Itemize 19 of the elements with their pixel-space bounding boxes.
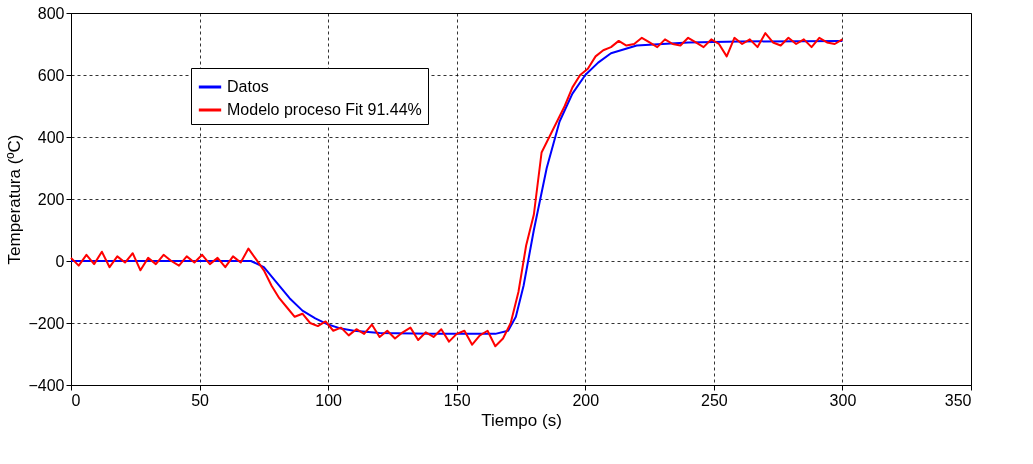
x-tick-label: 300 [829, 391, 857, 409]
y-tick-label: 200 [37, 190, 65, 208]
x-tick-label: 100 [315, 391, 343, 409]
legend-label: Modelo proceso Fit 91.44% [227, 101, 422, 118]
y-tick-label: 600 [37, 66, 65, 84]
x-tick-label: 50 [191, 391, 210, 409]
x-tick-label: 250 [701, 391, 728, 409]
x-tick-label: 350 [944, 391, 972, 409]
y-tick-label: 400 [37, 128, 65, 146]
x-tick-label: 0 [71, 391, 81, 409]
x-axis-title: Tiempo (s) [481, 410, 562, 430]
y-tick-label: 0 [55, 252, 65, 270]
y-tick-label: −400 [28, 376, 65, 394]
y-tick-label: 800 [37, 4, 65, 22]
y-axis-title: Temperatura (ºC) [5, 134, 25, 265]
y-tick-label: −200 [28, 314, 65, 332]
legend-label: Datos [227, 78, 269, 95]
x-tick-label: 150 [443, 391, 471, 409]
x-tick-label: 200 [572, 391, 600, 409]
